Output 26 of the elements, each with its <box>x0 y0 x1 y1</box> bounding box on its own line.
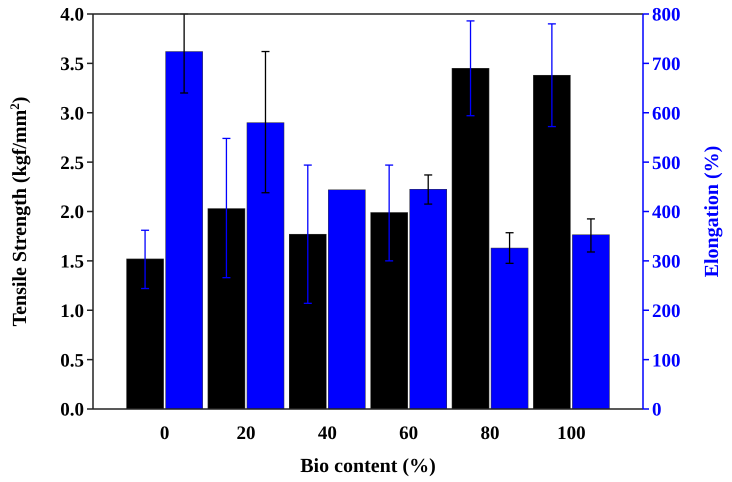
y-tick-label: 3.0 <box>60 103 84 124</box>
x-tick-label: 0 <box>160 423 170 444</box>
y-tick-label: 4.0 <box>60 4 84 26</box>
y-tick-label: 1.5 <box>60 252 84 273</box>
y-tick-label: 0.0 <box>60 400 84 421</box>
y2-tick-label: 300 <box>652 252 680 273</box>
y-tick-label: 0.5 <box>60 350 84 372</box>
y2-tick-label: 500 <box>652 152 680 174</box>
x-tick-label: 100 <box>557 423 586 444</box>
y2-axis-title: Elongation (%) <box>701 146 723 278</box>
y-tick-label: 1.0 <box>60 300 84 322</box>
x-tick-label: 40 <box>318 423 337 444</box>
x-axis-title: Bio content (%) <box>300 455 436 477</box>
x-tick-label: 80 <box>480 423 500 444</box>
x-tick-label: 60 <box>399 423 418 444</box>
y2-tick-label: 800 <box>652 4 680 26</box>
y-tick-label: 3.5 <box>60 54 84 76</box>
y2-tick-label: 200 <box>652 300 680 322</box>
y2-tick-label: 700 <box>652 54 680 76</box>
y2-tick-label: 0 <box>652 400 662 421</box>
y-tick-label: 2.0 <box>60 202 84 224</box>
y2-tick-label: 400 <box>652 202 680 224</box>
y-tick-label: 2.5 <box>60 152 84 174</box>
y2-tick-label: 600 <box>652 103 680 124</box>
y2-tick-label: 100 <box>652 350 680 372</box>
x-tick-label: 20 <box>236 423 256 444</box>
